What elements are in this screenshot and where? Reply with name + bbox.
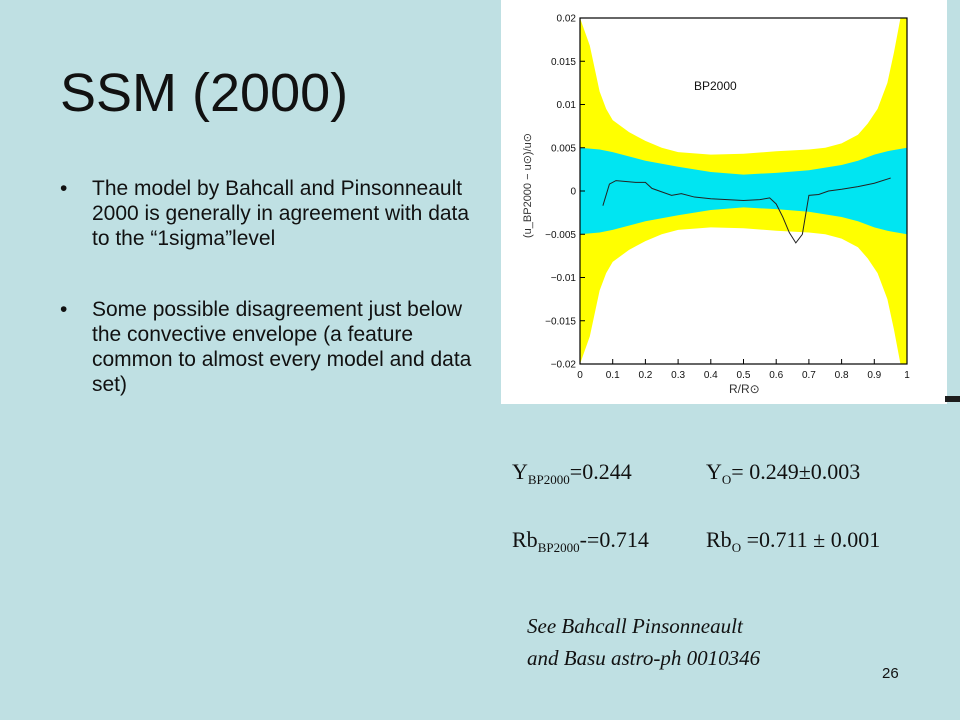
formula-main: Rb: [706, 527, 732, 552]
x-tick-label: 0.2: [638, 370, 652, 381]
x-tick-label: 0.7: [802, 370, 816, 381]
x-axis-label: R/R⊙: [729, 382, 760, 396]
formula-main: Y: [512, 459, 528, 484]
formula-y-observed: YO= 0.249±0.003: [706, 459, 860, 488]
y-tick-label: −0.01: [551, 273, 577, 284]
formula-subscript: BP2000: [537, 540, 580, 555]
formula-value: = 0.249±0.003: [731, 459, 861, 484]
y-tick-label: 0: [570, 187, 576, 198]
chart-annotation: BP2000: [694, 79, 737, 93]
series-layer: [602, 177, 891, 244]
y-tick-label: 0.005: [551, 143, 576, 154]
sound-speed-figure: 0 0.1 0.2 0.3 0.4 0.5 0.6 0.7 0.8 0.9 1 0.02 0.015 0.…: [501, 0, 947, 404]
y-tick-label: −0.005: [545, 230, 576, 241]
formula-value: =0.244: [569, 459, 632, 484]
formula-rb-observed: RbO =0.711 ± 0.001: [706, 527, 880, 556]
formula-rb-model: RbBP2000-=0.714: [512, 527, 649, 556]
x-tick-label: 0: [577, 370, 583, 381]
x-tick-label: 0.1: [606, 370, 620, 381]
formula-value: =0.711 ± 0.001: [741, 527, 881, 552]
formula-subscript: BP2000: [527, 472, 570, 487]
reference-note: See Bahcall Pinsonneault and Basu astro-…: [527, 610, 760, 674]
x-tick-label: 0.4: [704, 370, 718, 381]
bullet-item: • The model by Bahcall and Pinsonneault …: [60, 176, 480, 251]
bullet-text: The model by Bahcall and Pinsonneault 20…: [92, 177, 470, 250]
y-tick-label: 0.015: [551, 57, 576, 68]
y-axis-label: (u_BP2000 − u⊙)/u⊙: [522, 133, 534, 238]
y-tick-label: −0.02: [551, 360, 577, 371]
y-tick-label: 0.01: [557, 100, 577, 111]
slide-title: SSM (2000): [60, 63, 349, 123]
sound-speed-chart: 0 0.1 0.2 0.3 0.4 0.5 0.6 0.7 0.8 0.9 1 0.02 0.015 0.…: [522, 14, 910, 397]
x-tick-label: 0.9: [867, 370, 881, 381]
reference-line: and Basu astro-ph 0010346: [527, 646, 761, 670]
bullet-item: • Some possible disagreement just below …: [60, 297, 480, 397]
inner-error-band: [580, 147, 907, 235]
formula-subscript: O: [721, 472, 732, 487]
x-tick-label: 0.6: [769, 370, 783, 381]
edge-marker: [945, 396, 960, 402]
bullet-dot-icon: •: [60, 177, 68, 200]
x-tick-label: 1: [904, 370, 910, 381]
y-tick-label: 0.02: [557, 14, 577, 25]
formula-y-model: YBP2000=0.244: [512, 459, 632, 488]
x-tick-label: 0.5: [737, 370, 751, 381]
x-tick-label: 0.3: [671, 370, 685, 381]
x-tick-label: 0.8: [835, 370, 849, 381]
formula-main: Y: [706, 459, 722, 484]
page-number: 26: [882, 665, 899, 682]
reference-line: See Bahcall Pinsonneault: [527, 614, 743, 638]
series-line-0: [602, 177, 891, 244]
bullet-dot-icon: •: [60, 298, 68, 321]
axis-ticks: 0 0.1 0.2 0.3 0.4 0.5 0.6 0.7 0.8 0.9 1 0.02 0.015 0.…: [545, 14, 910, 382]
bullet-list: • The model by Bahcall and Pinsonneault …: [60, 176, 480, 443]
bullet-text: Some possible disagreement just below th…: [92, 298, 472, 396]
formula-main: Rb: [512, 527, 538, 552]
y-tick-label: −0.015: [545, 316, 576, 327]
formula-subscript: O: [731, 540, 742, 555]
formula-value: -=0.714: [579, 527, 649, 552]
uncertainty-bands: [580, 18, 907, 364]
